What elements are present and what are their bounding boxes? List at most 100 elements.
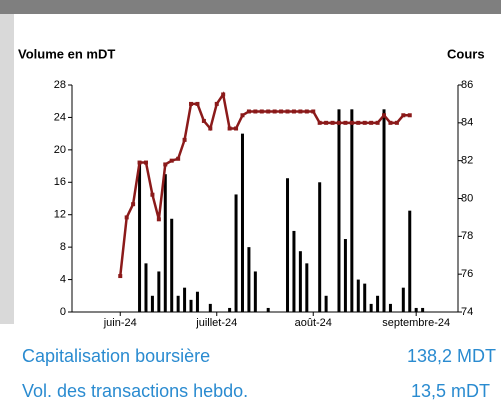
price-marker xyxy=(272,109,277,114)
bar xyxy=(208,303,212,312)
price-marker xyxy=(304,109,309,114)
price-marker xyxy=(401,113,406,118)
price-marker xyxy=(382,113,387,118)
y2-tick-label: 82 xyxy=(461,155,473,167)
bar xyxy=(170,218,174,312)
price-marker xyxy=(214,101,219,106)
price-marker xyxy=(156,217,161,222)
bar xyxy=(234,194,238,312)
price-marker xyxy=(291,109,296,114)
bar xyxy=(138,162,142,312)
top-band xyxy=(0,0,501,14)
left-band xyxy=(0,14,14,324)
bar xyxy=(240,133,244,312)
price-marker xyxy=(253,109,258,114)
price-marker xyxy=(356,120,361,125)
price-marker xyxy=(150,192,155,197)
price-line xyxy=(119,91,410,277)
bar xyxy=(150,295,154,312)
y2-tick-label: 78 xyxy=(461,230,473,242)
price-marker xyxy=(388,120,393,125)
bar xyxy=(414,307,418,312)
info-value: 13,5 mDT xyxy=(411,381,490,401)
price-marker xyxy=(330,120,335,125)
y2-tick-label: 84 xyxy=(461,117,473,129)
bar xyxy=(421,307,425,312)
bar xyxy=(189,299,193,312)
price-marker xyxy=(163,162,168,167)
bar xyxy=(266,307,270,312)
price-marker xyxy=(298,109,303,114)
price-marker xyxy=(143,160,148,165)
price-marker xyxy=(407,113,412,118)
price-marker xyxy=(227,126,232,131)
bar xyxy=(350,109,354,312)
bar xyxy=(183,287,187,312)
y2-axis-title: Cours xyxy=(447,46,485,61)
y-tick-label: 16 xyxy=(54,176,66,188)
price-marker xyxy=(343,120,348,125)
bar xyxy=(363,283,367,312)
price-marker xyxy=(311,109,316,114)
bar xyxy=(343,239,347,312)
y-tick-label: 20 xyxy=(54,144,66,156)
info-label: Vol. des transactions hebdo. xyxy=(22,381,248,401)
bar xyxy=(195,291,199,312)
bar xyxy=(401,287,405,312)
y-tick-label: 24 xyxy=(54,111,66,123)
price-marker xyxy=(195,101,200,106)
bar xyxy=(176,295,180,312)
price-marker xyxy=(131,202,136,207)
price-marker xyxy=(169,158,174,163)
price-marker xyxy=(246,109,251,114)
bar xyxy=(247,247,251,312)
price-marker xyxy=(394,120,399,125)
bar xyxy=(382,109,386,312)
price-marker xyxy=(118,274,123,279)
price-marker xyxy=(285,109,290,114)
bar xyxy=(157,271,161,312)
x-tick-label: juin-24 xyxy=(103,317,137,329)
price-marker xyxy=(124,215,129,220)
price-marker xyxy=(362,120,367,125)
bar xyxy=(369,303,373,312)
bar xyxy=(356,279,360,312)
price-marker xyxy=(137,160,142,165)
y2-tick-label: 80 xyxy=(461,192,473,204)
x-tick-label: juillet-24 xyxy=(195,317,237,329)
price-marker xyxy=(324,120,329,125)
info-label: Capitalisation boursière xyxy=(22,346,210,366)
price-marker xyxy=(189,101,194,106)
price-marker xyxy=(349,120,354,125)
y2-tick-label: 74 xyxy=(461,306,473,318)
x-tick-label: août-24 xyxy=(295,317,332,329)
bar xyxy=(305,263,309,312)
bar xyxy=(388,303,392,312)
price-marker xyxy=(375,120,380,125)
bar xyxy=(144,263,148,312)
y-tick-label: 28 xyxy=(54,79,66,91)
info-value: 138,2 MDT xyxy=(407,346,496,366)
price-marker xyxy=(234,126,239,131)
y-tick-label: 0 xyxy=(60,306,66,318)
bar xyxy=(253,271,257,312)
price-marker xyxy=(266,109,271,114)
bar xyxy=(286,178,290,312)
bar xyxy=(324,295,328,312)
bar xyxy=(228,307,232,312)
y-tick-label: 4 xyxy=(60,273,66,285)
bar xyxy=(163,174,167,312)
price-marker xyxy=(208,126,213,131)
bar xyxy=(292,230,296,312)
price-marker xyxy=(369,120,374,125)
price-marker xyxy=(201,118,206,123)
x-tick-label: septembre-24 xyxy=(382,317,450,329)
y-tick-label: 12 xyxy=(54,209,66,221)
bar xyxy=(318,182,322,312)
y-axis-title: Volume en mDT xyxy=(18,46,115,61)
price-marker xyxy=(259,109,264,114)
price-marker xyxy=(182,137,187,142)
price-marker xyxy=(176,156,181,161)
